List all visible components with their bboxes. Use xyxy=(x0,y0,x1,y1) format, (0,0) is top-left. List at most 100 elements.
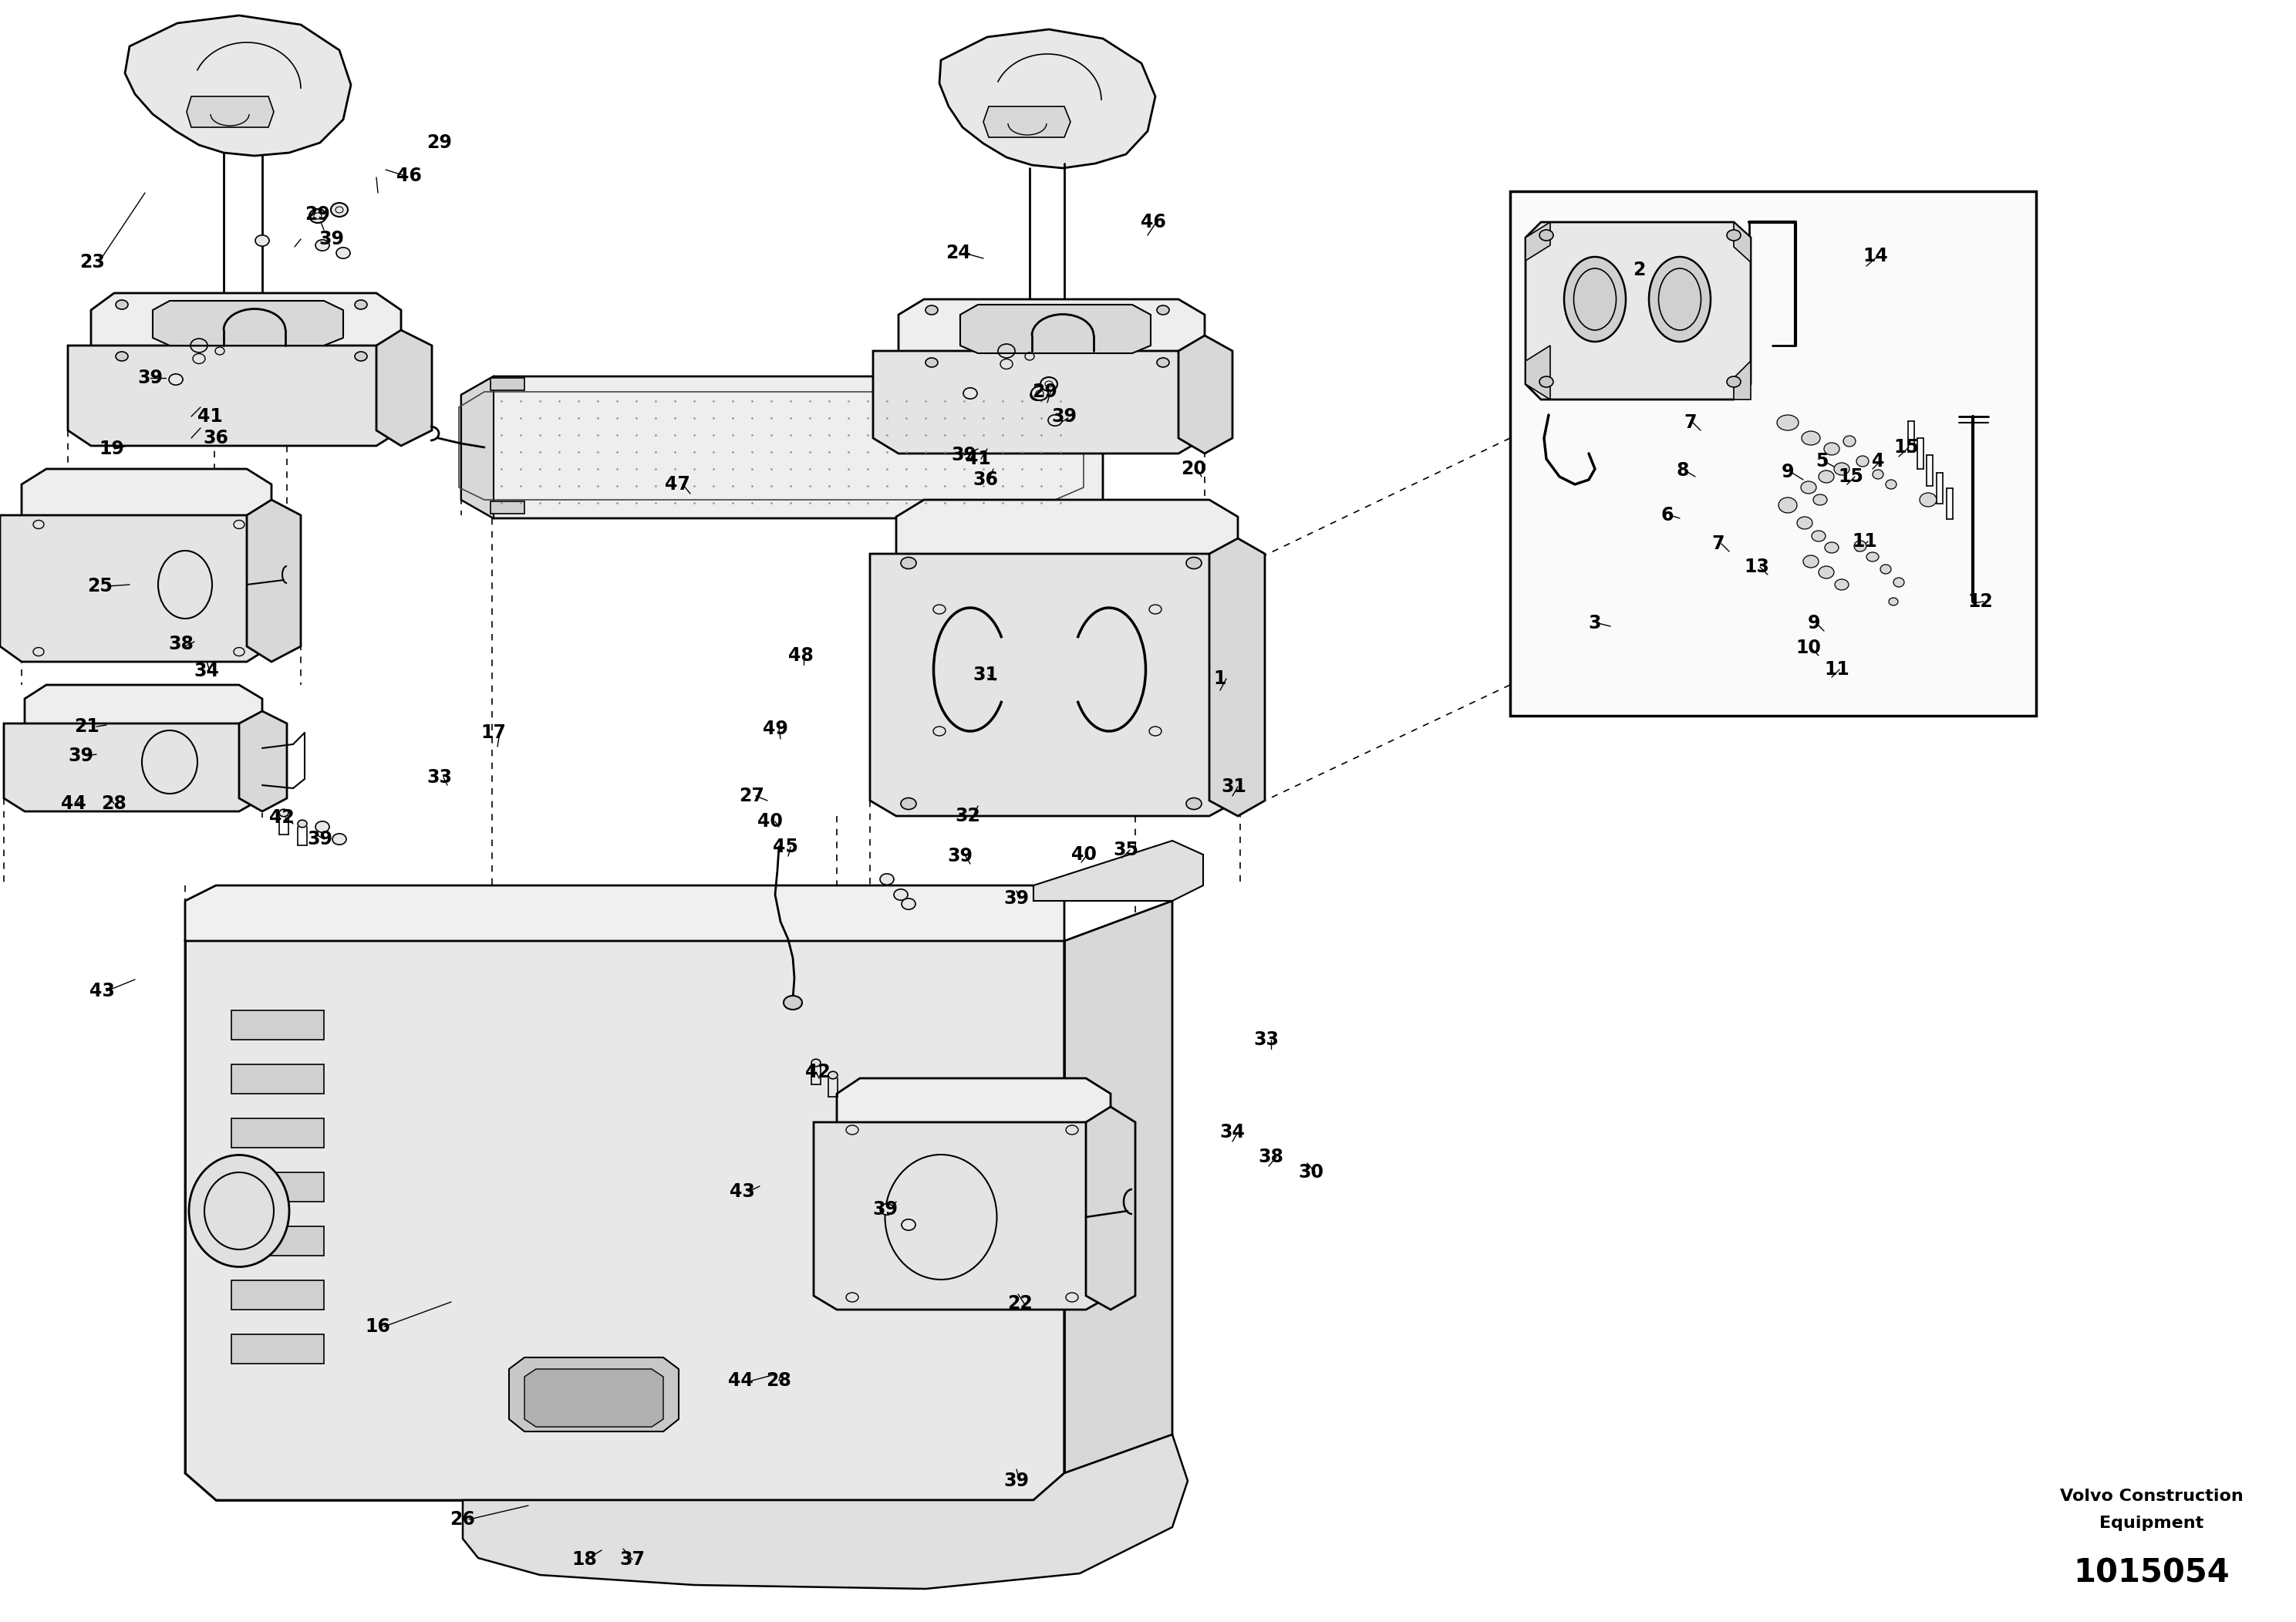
Polygon shape xyxy=(510,1358,680,1432)
Text: 39: 39 xyxy=(951,446,976,464)
Polygon shape xyxy=(246,500,301,662)
Polygon shape xyxy=(186,941,1065,1500)
Polygon shape xyxy=(239,710,287,811)
Text: 43: 43 xyxy=(90,981,115,1001)
Polygon shape xyxy=(186,96,273,127)
Ellipse shape xyxy=(925,305,937,315)
Text: 34: 34 xyxy=(195,662,220,680)
Ellipse shape xyxy=(1814,495,1828,504)
Ellipse shape xyxy=(315,821,328,832)
Text: 8: 8 xyxy=(1676,461,1690,480)
Text: 29: 29 xyxy=(1033,383,1058,401)
Text: 38: 38 xyxy=(168,634,193,654)
Ellipse shape xyxy=(1835,579,1848,590)
Bar xyxy=(1511,191,2037,715)
Ellipse shape xyxy=(1800,482,1816,493)
Ellipse shape xyxy=(1779,498,1798,513)
Ellipse shape xyxy=(900,558,916,569)
Ellipse shape xyxy=(1812,530,1825,542)
Text: 39: 39 xyxy=(1003,889,1029,908)
Ellipse shape xyxy=(925,358,937,367)
Polygon shape xyxy=(1040,501,1075,514)
Ellipse shape xyxy=(1857,456,1869,467)
Text: 40: 40 xyxy=(1070,845,1095,865)
Polygon shape xyxy=(1210,539,1265,816)
Polygon shape xyxy=(21,469,271,530)
Ellipse shape xyxy=(1818,566,1835,579)
Text: 2: 2 xyxy=(1632,261,1646,279)
Ellipse shape xyxy=(333,834,347,845)
Text: 16: 16 xyxy=(365,1317,390,1337)
Polygon shape xyxy=(232,1118,324,1148)
Ellipse shape xyxy=(1885,480,1896,488)
Ellipse shape xyxy=(1825,542,1839,553)
Polygon shape xyxy=(124,16,351,156)
Ellipse shape xyxy=(356,300,367,310)
Text: 7: 7 xyxy=(1685,414,1697,431)
Ellipse shape xyxy=(170,375,184,384)
Polygon shape xyxy=(1525,222,1550,261)
Ellipse shape xyxy=(829,1072,838,1079)
Text: 23: 23 xyxy=(80,253,106,271)
Polygon shape xyxy=(461,376,494,519)
Ellipse shape xyxy=(188,1155,289,1267)
Text: 35: 35 xyxy=(1114,840,1139,860)
Text: 44: 44 xyxy=(728,1371,753,1390)
Polygon shape xyxy=(0,516,271,662)
Text: 28: 28 xyxy=(101,795,126,813)
Text: 46: 46 xyxy=(1141,212,1166,232)
Polygon shape xyxy=(232,1064,324,1093)
Text: 39: 39 xyxy=(948,847,974,866)
Text: 42: 42 xyxy=(806,1062,831,1082)
Text: 31: 31 xyxy=(1221,777,1247,796)
Text: Volvo Construction: Volvo Construction xyxy=(2060,1489,2243,1504)
Ellipse shape xyxy=(115,300,129,310)
Polygon shape xyxy=(69,345,402,446)
Text: 29: 29 xyxy=(305,204,331,224)
Text: 22: 22 xyxy=(1008,1294,1033,1312)
Ellipse shape xyxy=(902,899,916,910)
Ellipse shape xyxy=(1727,376,1740,388)
Text: Equipment: Equipment xyxy=(2099,1515,2204,1531)
Ellipse shape xyxy=(810,1059,820,1067)
Ellipse shape xyxy=(1538,376,1554,388)
Text: 14: 14 xyxy=(1862,247,1887,266)
Text: 31: 31 xyxy=(974,665,999,684)
Text: 47: 47 xyxy=(664,475,689,493)
Text: 15: 15 xyxy=(1894,438,1919,457)
Ellipse shape xyxy=(1031,389,1045,401)
Text: 9: 9 xyxy=(1807,615,1821,633)
Text: 19: 19 xyxy=(99,440,124,457)
Polygon shape xyxy=(983,107,1070,138)
Text: 39: 39 xyxy=(872,1200,898,1218)
Ellipse shape xyxy=(1047,415,1063,427)
Ellipse shape xyxy=(1187,798,1201,809)
Ellipse shape xyxy=(1874,470,1883,478)
Ellipse shape xyxy=(1157,305,1169,315)
Text: 17: 17 xyxy=(480,723,507,741)
Text: 18: 18 xyxy=(572,1551,597,1568)
Ellipse shape xyxy=(331,203,347,217)
Polygon shape xyxy=(232,1280,324,1309)
Polygon shape xyxy=(898,298,1205,365)
Text: 21: 21 xyxy=(73,717,99,736)
Polygon shape xyxy=(836,1079,1111,1135)
Polygon shape xyxy=(1733,222,1752,263)
Ellipse shape xyxy=(1844,436,1855,446)
Ellipse shape xyxy=(1894,577,1903,587)
Ellipse shape xyxy=(255,235,269,247)
Ellipse shape xyxy=(1727,230,1740,240)
Text: 39: 39 xyxy=(319,230,344,248)
Ellipse shape xyxy=(1818,470,1835,483)
Ellipse shape xyxy=(1649,256,1711,342)
Text: 42: 42 xyxy=(269,808,294,827)
Text: 5: 5 xyxy=(1816,453,1828,470)
Polygon shape xyxy=(1065,900,1173,1473)
Ellipse shape xyxy=(879,874,893,886)
Text: 15: 15 xyxy=(1839,467,1864,487)
Polygon shape xyxy=(813,1122,1111,1309)
Text: 37: 37 xyxy=(620,1551,645,1568)
Ellipse shape xyxy=(1187,558,1201,569)
Ellipse shape xyxy=(1867,551,1878,561)
Ellipse shape xyxy=(356,352,367,362)
